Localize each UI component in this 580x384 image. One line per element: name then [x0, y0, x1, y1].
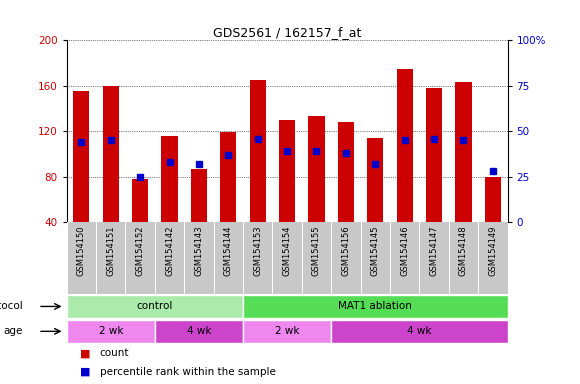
Text: GSM154150: GSM154150	[77, 226, 86, 276]
Bar	[220, 132, 237, 222]
Bar	[426, 88, 442, 222]
Text: 2 wk: 2 wk	[99, 326, 123, 336]
Text: percentile rank within the sample: percentile rank within the sample	[100, 367, 276, 377]
Bar	[161, 136, 177, 222]
Bar	[67, 320, 155, 343]
Text: MAT1 ablation: MAT1 ablation	[338, 301, 412, 311]
Bar	[155, 320, 243, 343]
Bar	[338, 122, 354, 222]
Bar	[132, 179, 148, 222]
Bar	[191, 169, 207, 222]
Bar	[331, 320, 508, 343]
Text: GSM154149: GSM154149	[488, 226, 497, 276]
Text: 2 wk: 2 wk	[275, 326, 299, 336]
Text: GSM154143: GSM154143	[194, 226, 204, 276]
Text: GSM154146: GSM154146	[400, 226, 409, 276]
Title: GDS2561 / 162157_f_at: GDS2561 / 162157_f_at	[213, 26, 361, 39]
Bar	[243, 320, 331, 343]
Text: GSM154155: GSM154155	[312, 226, 321, 276]
Bar	[455, 83, 472, 222]
Bar	[309, 116, 325, 222]
Text: GSM154145: GSM154145	[371, 226, 380, 276]
Text: GSM154147: GSM154147	[430, 226, 438, 276]
Bar	[367, 138, 383, 222]
Bar	[103, 86, 119, 222]
Text: GSM154144: GSM154144	[224, 226, 233, 276]
Text: ■: ■	[80, 348, 90, 358]
Text: 4 wk: 4 wk	[187, 326, 211, 336]
Bar	[243, 295, 508, 318]
Text: GSM154148: GSM154148	[459, 226, 468, 276]
Text: age: age	[3, 326, 23, 336]
Bar	[73, 91, 89, 222]
Text: control: control	[137, 301, 173, 311]
Text: count: count	[100, 348, 129, 358]
Text: GSM154156: GSM154156	[342, 226, 350, 276]
Text: GSM154153: GSM154153	[253, 226, 262, 276]
Text: GSM154154: GSM154154	[282, 226, 292, 276]
Bar	[249, 80, 266, 222]
Text: GSM154152: GSM154152	[136, 226, 144, 276]
Text: GSM154151: GSM154151	[106, 226, 115, 276]
Bar	[67, 295, 243, 318]
Text: ■: ■	[80, 367, 90, 377]
Text: 4 wk: 4 wk	[407, 326, 432, 336]
Text: GSM154142: GSM154142	[165, 226, 174, 276]
Bar	[485, 177, 501, 222]
Text: protocol: protocol	[0, 301, 23, 311]
Bar	[279, 120, 295, 222]
Bar	[397, 69, 413, 222]
